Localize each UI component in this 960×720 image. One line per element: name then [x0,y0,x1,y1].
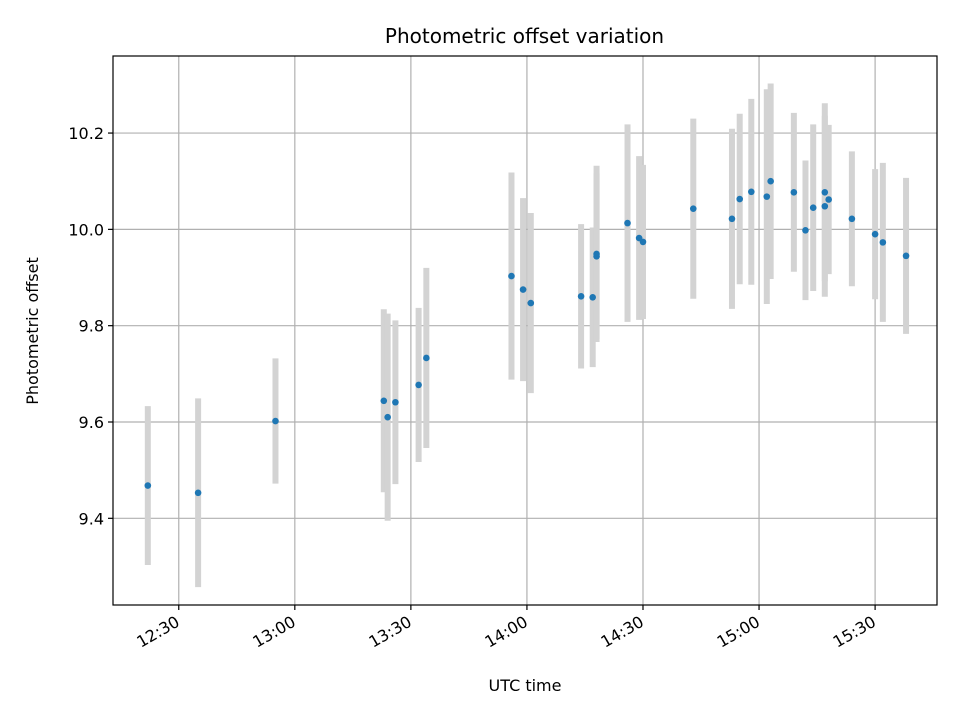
data-point [689,205,697,212]
data-point [825,196,832,203]
data-point [763,193,771,200]
data-point [144,482,152,489]
data-point [272,417,279,425]
data-point [879,239,887,246]
y-tick-label: 9.8 [79,317,104,336]
y-axis-label: Photometric offset [23,257,42,405]
data-point [593,253,600,260]
data-point [802,227,809,234]
data-point [767,177,774,185]
data-point [809,204,817,211]
y-tick-label: 10.0 [68,220,104,239]
data-point [639,238,647,246]
data-point [415,381,422,389]
data-point [728,215,736,223]
data-point [871,230,879,238]
data-point [821,202,829,210]
y-tick-label: 10.2 [68,124,104,143]
chart-title: Photometric offset variation [385,24,664,48]
data-point [380,397,388,405]
data-point [423,354,430,362]
plot-frame [112,55,938,606]
data-point [736,195,744,203]
data-point [790,188,798,196]
data-point [821,188,829,196]
y-tick-label: 9.4 [79,509,104,528]
data-point [392,398,399,406]
data-point [519,286,527,293]
data-point [508,272,515,280]
data-point [748,188,755,196]
y-tick-label: 9.6 [79,413,104,432]
x-axis-label: UTC time [489,676,562,695]
data-markers [144,177,910,497]
data-point [384,413,391,421]
y-axis-ticks: 9.4 9.6 9.8 10.0 10.2 [68,124,113,528]
data-point [194,489,202,497]
data-point [902,252,910,260]
data-point [848,215,856,223]
data-point [527,299,535,307]
grid-lines [113,56,937,605]
data-point [624,219,631,227]
data-point [589,293,596,301]
data-point [577,293,585,300]
